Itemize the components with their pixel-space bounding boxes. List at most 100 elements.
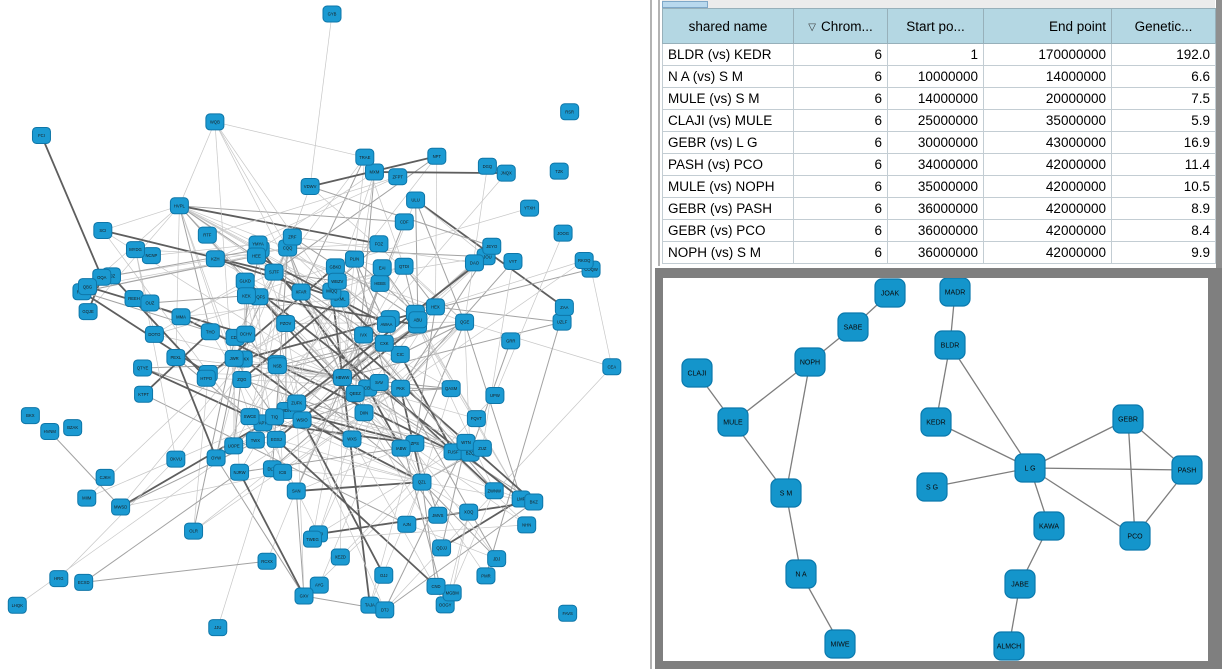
node-shape[interactable] — [369, 235, 389, 253]
node-shape[interactable] — [345, 384, 365, 402]
node-shape[interactable] — [553, 224, 573, 242]
network-node[interactable]: WXS — [342, 430, 362, 448]
network-node[interactable]: QEEZ — [345, 384, 365, 402]
node-shape[interactable] — [476, 567, 496, 585]
node-shape[interactable] — [291, 283, 311, 301]
network-node[interactable]: CXK — [374, 334, 394, 352]
network-node[interactable]: KZH — [205, 250, 225, 268]
network-node[interactable]: AYG — [309, 576, 329, 594]
network-node-s-m[interactable]: S M — [770, 478, 802, 508]
node-shape[interactable] — [276, 314, 296, 332]
node-shape[interactable] — [412, 473, 432, 491]
network-node[interactable]: BZAK — [63, 419, 83, 437]
node-shape[interactable] — [78, 303, 98, 321]
filter-icon[interactable]: ▽ — [808, 21, 816, 33]
small-network-canvas[interactable]: JOAK SABE NOPH CLAJI MULE S M N A MIWE MADR BLDR K… — [663, 278, 1208, 661]
node-shape[interactable] — [327, 272, 347, 290]
network-node[interactable]: RKOQ — [574, 252, 594, 270]
network-node[interactable]: QASM — [441, 380, 461, 398]
network-node[interactable]: ABU — [408, 311, 428, 329]
network-node[interactable]: TIQ — [265, 408, 285, 426]
network-node[interactable]: SCI — [93, 221, 113, 239]
network-node-miwe[interactable]: MIWE — [824, 629, 856, 659]
node-shape[interactable] — [560, 103, 580, 121]
network-node[interactable]: CDF — [394, 213, 414, 231]
network-node[interactable]: XEZD — [330, 548, 350, 566]
network-node-almch[interactable]: ALMCH — [993, 631, 1025, 661]
node-shape[interactable] — [184, 522, 204, 540]
network-node[interactable]: AWAA — [376, 315, 396, 333]
network-node[interactable]: ZAA — [554, 298, 574, 316]
network-node[interactable]: CEA — [602, 358, 622, 376]
node-shape[interactable] — [330, 548, 350, 566]
node-shape[interactable] — [300, 177, 320, 195]
node-shape[interactable] — [354, 404, 374, 422]
network-node[interactable]: OKVU — [166, 450, 186, 468]
network-node-n-a[interactable]: N A — [785, 559, 817, 589]
network-node[interactable]: CIC — [390, 345, 410, 363]
network-node[interactable]: VDWV — [300, 177, 320, 195]
network-node[interactable]: HRG — [49, 570, 69, 588]
network-node[interactable]: XFAR — [291, 283, 311, 301]
network-node[interactable]: QDJJ — [432, 539, 452, 557]
network-node[interactable]: ULU — [406, 191, 426, 209]
network-node[interactable]: KEK — [236, 287, 256, 305]
node-shape[interactable] — [273, 463, 293, 481]
node-shape[interactable] — [524, 493, 544, 511]
network-node-claji[interactable]: CLAJI — [681, 358, 713, 388]
network-node[interactable]: XOQ — [459, 503, 479, 521]
network-node[interactable]: MWSD — [111, 498, 131, 516]
network-node[interactable]: NCNP — [141, 247, 161, 265]
node-shape[interactable] — [916, 472, 948, 502]
node-shape[interactable] — [265, 408, 285, 426]
network-node[interactable]: DOTO — [144, 325, 164, 343]
network-node[interactable]: DGQ — [477, 157, 497, 175]
network-node[interactable]: MGBM — [442, 584, 462, 602]
network-node-l-g[interactable]: L G — [1014, 453, 1046, 483]
node-shape[interactable] — [236, 325, 256, 343]
network-node[interactable]: JMVS — [428, 506, 448, 524]
node-shape[interactable] — [794, 347, 826, 377]
network-node[interactable]: PZOV — [276, 314, 296, 332]
network-node[interactable]: TRAE — [355, 148, 375, 166]
table-row[interactable]: N A (vs) S M 6 10000000 14000000 6.6 — [662, 65, 1216, 88]
network-node[interactable]: JDJ — [487, 550, 507, 568]
network-node[interactable]: THO — [200, 323, 220, 341]
network-node[interactable]: PLIN — [345, 250, 365, 268]
network-node[interactable]: GYB — [322, 5, 342, 23]
node-shape[interactable] — [388, 168, 408, 186]
network-node[interactable]: QTYE — [133, 359, 153, 377]
column-header-genetic[interactable]: Genetic... — [1111, 8, 1216, 44]
column-header-shared-name[interactable]: shared name — [662, 8, 794, 44]
node-shape[interactable] — [432, 539, 452, 557]
network-node[interactable]: ZQG — [232, 371, 252, 389]
table-row[interactable]: GEBR (vs) PASH 6 36000000 42000000 8.9 — [662, 197, 1216, 220]
node-shape[interactable] — [520, 199, 540, 217]
node-shape[interactable] — [171, 308, 191, 326]
network-node[interactable]: WSIO — [292, 411, 312, 429]
network-node[interactable]: CND — [426, 577, 446, 595]
network-node[interactable]: EAI — [372, 259, 392, 277]
node-shape[interactable] — [236, 287, 256, 305]
network-node[interactable]: HEE — [246, 247, 266, 265]
network-node[interactable]: TWEG — [302, 530, 322, 548]
node-shape[interactable] — [517, 516, 537, 534]
node-shape[interactable] — [364, 163, 384, 181]
network-node[interactable]: UZLF — [552, 313, 572, 331]
node-shape[interactable] — [391, 439, 411, 457]
node-shape[interactable] — [92, 268, 112, 286]
node-shape[interactable] — [934, 330, 966, 360]
table-row[interactable]: MULE (vs) S M 6 14000000 20000000 7.5 — [662, 87, 1216, 110]
network-node-kawa[interactable]: KAWA — [1033, 511, 1065, 541]
network-node[interactable]: RCXX — [257, 552, 277, 570]
network-node[interactable]: PMR — [476, 567, 496, 585]
network-node[interactable]: KTPT — [134, 385, 154, 403]
network-node[interactable]: UOPE — [224, 437, 244, 455]
table-row[interactable]: CLAJI (vs) MULE 6 25000000 35000000 5.9 — [662, 109, 1216, 132]
network-node[interactable]: QBG — [78, 278, 98, 296]
node-shape[interactable] — [342, 430, 362, 448]
node-shape[interactable] — [240, 408, 260, 426]
node-shape[interactable] — [77, 489, 97, 507]
network-node[interactable]: TWX — [245, 431, 265, 449]
node-shape[interactable] — [390, 345, 410, 363]
